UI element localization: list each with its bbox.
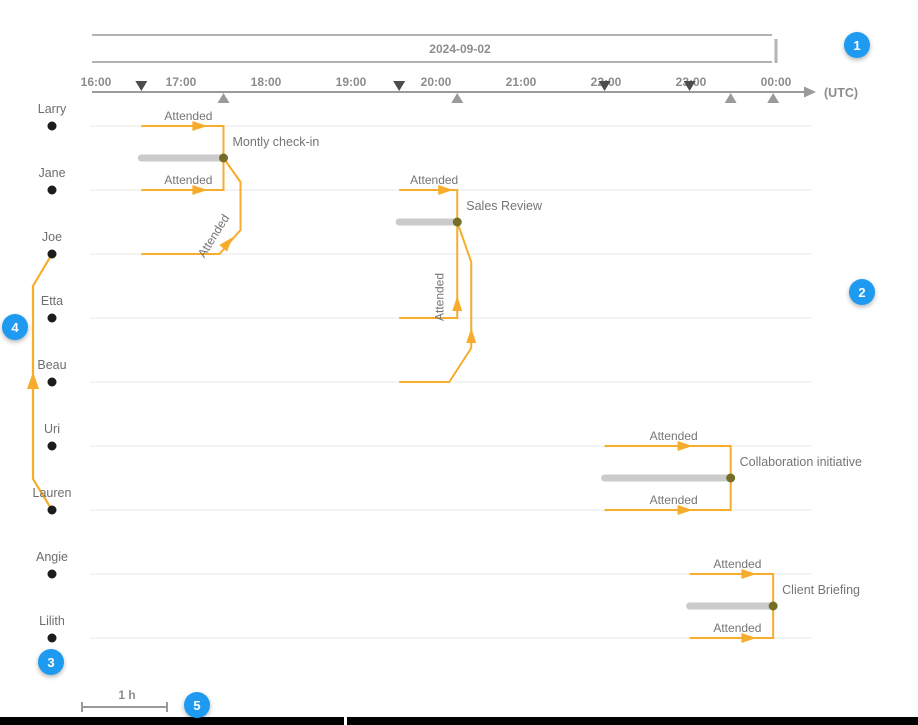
people-layer: Larry Jane Joe Etta Beau Uri Lauren Angie Lilith: [33, 102, 72, 643]
meeting-end-marker-icon: [767, 93, 780, 103]
meeting-label: Collaboration initiative: [740, 455, 862, 469]
bottom-bar: [0, 717, 918, 725]
meeting-node: [219, 153, 228, 163]
meeting-start-marker-icon: [598, 81, 611, 91]
meeting-nodes-layer: Montly check-in Sales Review Collaboration…: [219, 135, 862, 611]
attendance-edge: [399, 222, 459, 319]
attendance-arrow-icon: [741, 633, 757, 643]
row-lines-layer: [90, 125, 812, 639]
person-dot: [47, 377, 57, 387]
person-dot: [47, 313, 57, 323]
person-label: Beau: [37, 358, 66, 372]
attendance-edge: [604, 478, 732, 511]
axis-tick-label: 18:00: [251, 75, 282, 89]
attendance-edge: [141, 158, 225, 191]
axis-tick-label: 00:00: [761, 75, 792, 89]
attendance-edge: [141, 157, 242, 255]
meeting-node: [452, 217, 462, 227]
person-label: Uri: [44, 422, 60, 436]
person-label: Larry: [38, 102, 67, 116]
attended-label: Attended: [713, 621, 761, 635]
meeting-label: Client Briefing: [782, 583, 860, 597]
bottom-bar-notch: [344, 717, 347, 725]
axis-tick-label: 16:00: [81, 75, 112, 89]
attendance-arrow-icon: [741, 569, 757, 579]
meeting-node: [768, 601, 778, 611]
attendance-edge: [399, 189, 459, 222]
date-label: 2024-09-02: [429, 42, 491, 56]
meeting-label: Sales Review: [466, 199, 543, 213]
meeting-markers-layer: [135, 81, 780, 103]
attendance-edge: [399, 221, 473, 383]
meeting-end-marker-icon: [724, 93, 737, 103]
attendance-edges-layer: Attended Attended Attended Attended Attended…: [27, 109, 775, 643]
person-label: Lilith: [39, 614, 65, 628]
attended-label: Attended: [650, 429, 698, 443]
attended-label: Attended: [650, 493, 698, 507]
attendance-arrow-icon: [677, 505, 693, 515]
axis-ticks-layer: 16:0017:0018:0019:0020:0021:0022:0023:00…: [81, 75, 792, 89]
meeting-bars-layer: [137, 154, 777, 610]
person-dot: [47, 185, 57, 195]
attendance-arrow-icon: [677, 441, 693, 451]
meeting-start-marker-icon: [393, 81, 406, 91]
attended-label: Attended: [432, 273, 446, 321]
attendance-arrow-icon: [192, 185, 208, 195]
scale-label: 1 h: [118, 688, 135, 702]
person-label: Etta: [41, 294, 63, 308]
axis-tick-label: 19:00: [336, 75, 367, 89]
person-dot: [47, 441, 57, 451]
utc-label: (UTC): [824, 86, 858, 100]
person-label: Angie: [36, 550, 68, 564]
meeting-label: Montly check-in: [233, 135, 320, 149]
attended-label: Attended: [713, 557, 761, 571]
meeting-start-marker-icon: [135, 81, 148, 91]
meeting-end-marker-icon: [451, 93, 464, 103]
attendance-edge: [689, 573, 775, 606]
attendance-arrow-icon: [438, 185, 454, 195]
attendance-arrow-icon: [219, 237, 233, 252]
axis-tick-label: 20:00: [421, 75, 452, 89]
callout-badge-1: 1: [844, 32, 870, 58]
person-dot: [47, 505, 57, 515]
attendance-edge: [689, 606, 775, 639]
attendance-edge: [141, 125, 225, 158]
callout-badge-5: 5: [184, 692, 210, 718]
axis-tick-label: 21:00: [506, 75, 537, 89]
attendance-arrow-icon: [466, 328, 477, 343]
axis-arrow-icon: [804, 86, 816, 98]
meeting-end-marker-icon: [217, 93, 230, 103]
attendance-edge: [604, 445, 732, 478]
person-label: Lauren: [33, 486, 72, 500]
axis-tick-label: 17:00: [166, 75, 197, 89]
meeting-start-marker-icon: [683, 81, 696, 91]
attended-label: Attended: [410, 173, 458, 187]
meeting-node: [726, 473, 736, 483]
attended-label: Attended: [195, 212, 232, 260]
callout-badge-4: 4: [2, 314, 28, 340]
attended-label: Attended: [164, 109, 212, 123]
callout-badge-3: 3: [38, 649, 64, 675]
person-label: Jane: [38, 166, 65, 180]
callout-badge-2: 2: [849, 279, 875, 305]
attended-label: Attended: [164, 173, 212, 187]
person-edge-arrow-icon: [27, 372, 39, 389]
person-dot: [47, 249, 57, 259]
person-label: Joe: [42, 230, 62, 244]
person-dot: [47, 569, 57, 579]
attendance-arrow-icon: [452, 296, 463, 311]
person-dot: [47, 121, 57, 131]
person-dot: [47, 633, 57, 643]
attendance-arrow-icon: [192, 121, 208, 131]
